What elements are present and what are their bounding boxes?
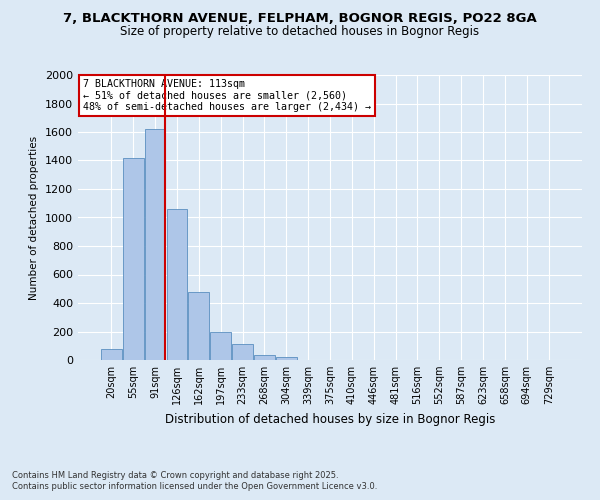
Text: 7, BLACKTHORN AVENUE, FELPHAM, BOGNOR REGIS, PO22 8GA: 7, BLACKTHORN AVENUE, FELPHAM, BOGNOR RE… xyxy=(63,12,537,26)
Bar xyxy=(123,158,143,360)
Bar xyxy=(276,357,296,360)
Y-axis label: Number of detached properties: Number of detached properties xyxy=(29,136,40,300)
Text: Contains HM Land Registry data © Crown copyright and database right 2025.: Contains HM Land Registry data © Crown c… xyxy=(12,471,338,480)
X-axis label: Distribution of detached houses by size in Bognor Regis: Distribution of detached houses by size … xyxy=(165,412,495,426)
Text: 7 BLACKTHORN AVENUE: 113sqm
← 51% of detached houses are smaller (2,560)
48% of : 7 BLACKTHORN AVENUE: 113sqm ← 51% of det… xyxy=(83,80,371,112)
Text: Size of property relative to detached houses in Bognor Regis: Size of property relative to detached ho… xyxy=(121,25,479,38)
Bar xyxy=(232,344,253,360)
Bar xyxy=(101,348,122,360)
Bar xyxy=(188,292,209,360)
Bar xyxy=(167,209,187,360)
Bar xyxy=(145,129,166,360)
Text: Contains public sector information licensed under the Open Government Licence v3: Contains public sector information licen… xyxy=(12,482,377,491)
Bar xyxy=(254,355,275,360)
Bar xyxy=(210,332,231,360)
